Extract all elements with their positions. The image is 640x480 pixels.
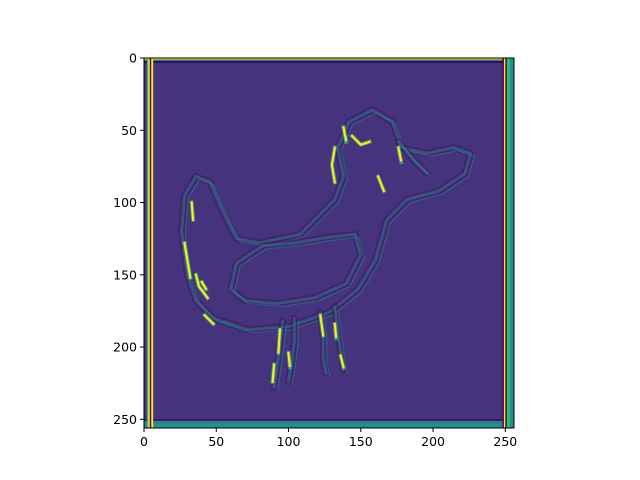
outline-path-1 [229, 232, 363, 306]
highlight-segment-14 [339, 354, 345, 369]
y-tick-label-4: 200 [113, 340, 137, 355]
border-row-0 [144, 58, 514, 60]
y-tick-label-5: 250 [113, 412, 137, 427]
heatmap-image [144, 58, 514, 428]
highlight-segment-15 [203, 313, 215, 326]
border-row-5 [144, 423, 514, 428]
border-column-8 [509, 58, 514, 428]
x-tick-label-0: 0 [140, 434, 148, 449]
border-column-2 [149, 58, 152, 428]
border-column-4 [502, 58, 505, 428]
outline-echo-4 [323, 315, 331, 377]
y-tick-label-0: 0 [129, 51, 137, 66]
outline-echo-5 [337, 309, 348, 374]
y-tick-label-3: 150 [113, 267, 137, 282]
outline-echo-0 [184, 112, 475, 334]
x-tick-label-2: 100 [277, 434, 301, 449]
highlight-segment-9 [277, 328, 282, 354]
y-axis: 0 50 100 150 200 250 [113, 51, 144, 427]
border-column-1 [148, 58, 151, 428]
axes-frame [143, 57, 515, 429]
highlight-segment-4 [330, 146, 337, 184]
highlight-segment-12 [319, 314, 325, 337]
x-axis: 0 50 100 150 200 250 [140, 428, 517, 449]
x-tick-label-5: 250 [493, 434, 517, 449]
highlight-segment-5 [342, 126, 348, 144]
border-column-3 [151, 58, 154, 428]
border-column-5 [503, 58, 506, 428]
border-row-2 [144, 60, 514, 63]
border-column-6 [505, 58, 508, 428]
highlight-segment-0 [190, 201, 195, 222]
highlight-segment-3 [200, 280, 208, 291]
highlight-segment-1 [183, 241, 192, 279]
y-tick-label-2: 100 [113, 195, 137, 210]
x-tick-label-1: 50 [208, 434, 224, 449]
highlight-segment-11 [287, 351, 292, 369]
border-row-4 [144, 420, 514, 425]
border-row-1 [144, 59, 514, 62]
outline-path-3 [287, 316, 296, 384]
highlight-segment-6 [376, 175, 386, 193]
x-tick-label-3: 150 [349, 434, 373, 449]
outline-echo-6 [401, 144, 432, 177]
outline-echo-2 [277, 323, 287, 391]
highlight-segment-13 [333, 322, 338, 340]
border-row-3 [144, 419, 514, 422]
outline-echo-3 [291, 321, 299, 385]
highlight-segment-8 [350, 134, 371, 146]
border-column-7 [506, 58, 511, 428]
highlight-segment-10 [271, 363, 276, 383]
y-tick-label-1: 50 [121, 123, 137, 138]
border-column-0 [146, 58, 149, 428]
highlight-segment-2 [194, 273, 210, 300]
outline-echo-1 [233, 236, 365, 308]
x-tick-label-4: 200 [421, 434, 445, 449]
heatmap-background [144, 58, 514, 428]
highlight-segment-7 [397, 146, 403, 164]
